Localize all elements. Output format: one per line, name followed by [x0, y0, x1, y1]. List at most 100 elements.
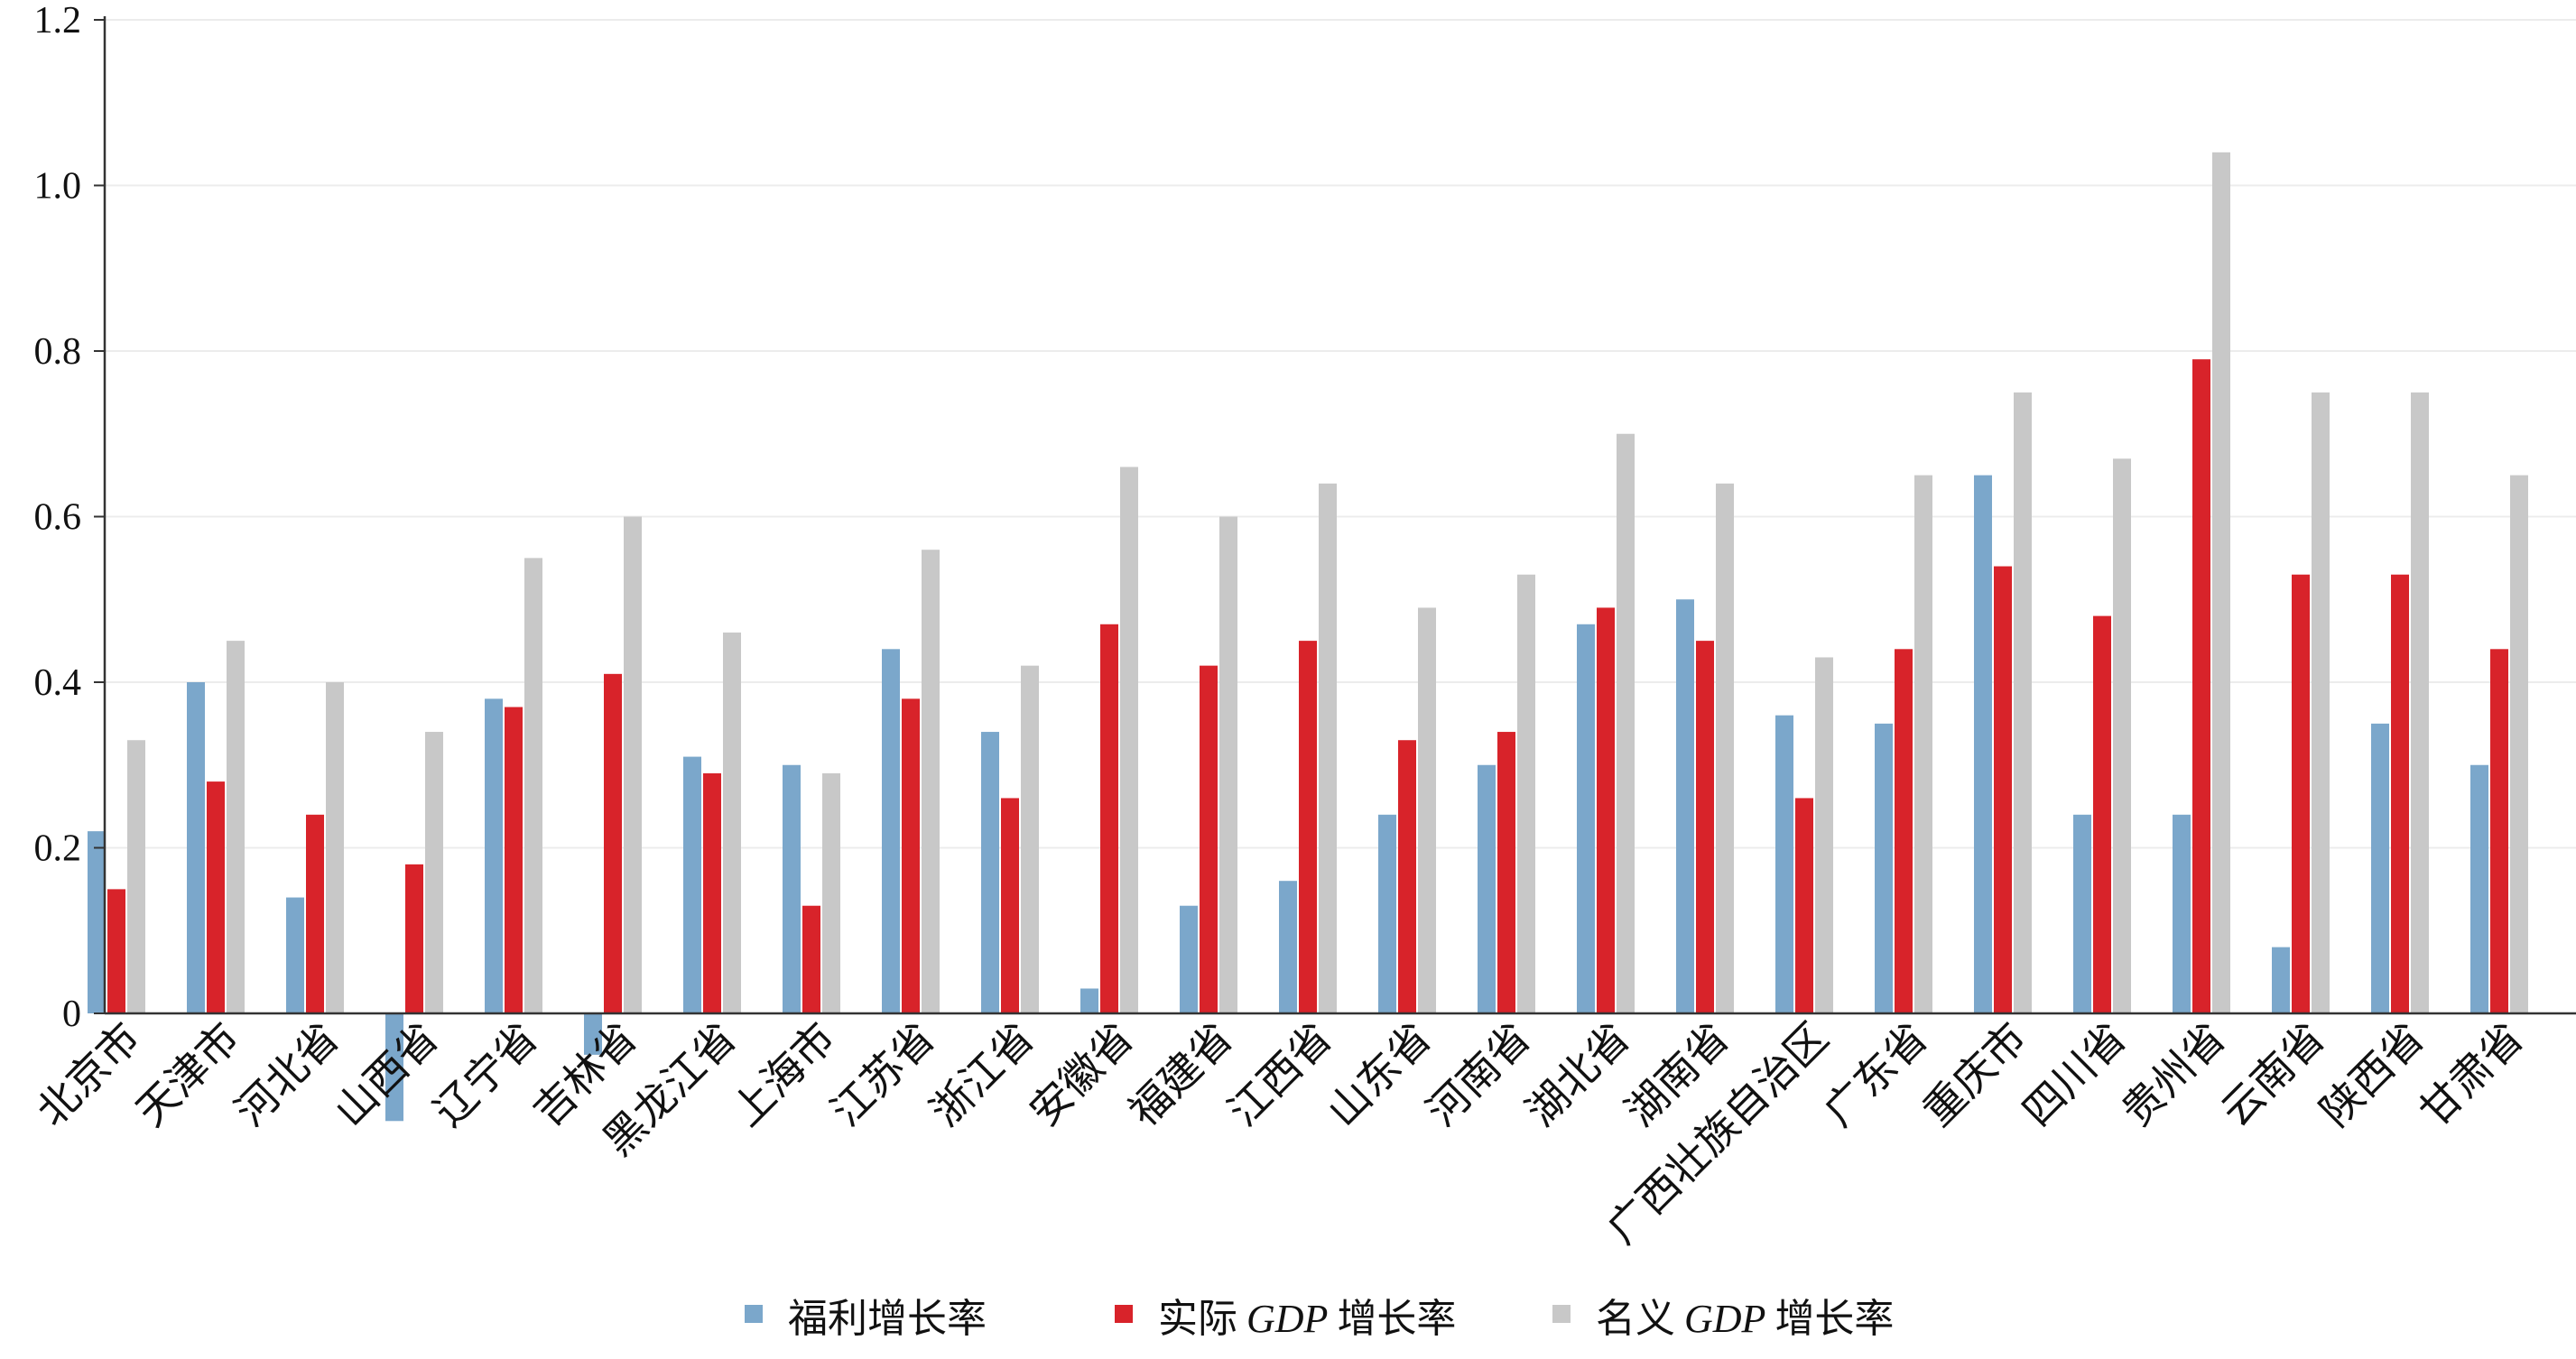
bar-series-2 [1994, 566, 2012, 1013]
bar-series-1 [683, 756, 701, 1013]
bar-series-3 [1716, 483, 1734, 1013]
category-label: 贵州省 [2112, 1013, 2235, 1136]
category-labels: 北京市天津市河北省山西省辽宁省吉林省黑龙江省上海市江苏省浙江省安徽省福建省江西省… [27, 1013, 2533, 1253]
legend-swatch [745, 1305, 763, 1323]
bar-series-2 [207, 781, 225, 1013]
bar-series-1 [187, 682, 205, 1013]
bar-series-2 [306, 814, 324, 1013]
category-label: 重庆市 [1913, 1013, 2036, 1136]
bar-series-1 [1775, 715, 1793, 1013]
bar-series-3 [2312, 392, 2330, 1013]
bar-series-2 [2192, 359, 2210, 1013]
bar-series-3 [1418, 607, 1436, 1013]
bar-series-1 [2173, 814, 2191, 1013]
category-label: 陕西省 [2311, 1013, 2433, 1136]
bar-series-3 [1617, 433, 1635, 1013]
bar-series-1 [2470, 764, 2488, 1013]
bar-series-2 [1200, 665, 1218, 1013]
category-label: 河北省 [226, 1013, 348, 1136]
bar-series-1 [1875, 723, 1893, 1013]
y-tick-label: 0.8 [34, 331, 82, 373]
bar-series-1 [286, 897, 304, 1013]
bar-series-2 [703, 772, 721, 1013]
bar-series-2 [1795, 798, 1813, 1013]
bar-series-1 [882, 649, 900, 1013]
legend-label: 名义 GDP 增长率 [1596, 1296, 1894, 1342]
bar-series-2 [1100, 624, 1118, 1013]
bar-series-3 [822, 772, 840, 1013]
bar-series-2 [1696, 641, 1714, 1013]
bar-series-2 [1597, 607, 1615, 1013]
bar-series-1 [385, 1013, 403, 1122]
bar-series-1 [584, 1013, 602, 1055]
bar-series-3 [2212, 152, 2230, 1014]
bar-series-2 [802, 905, 820, 1013]
bar-series-3 [1914, 475, 1932, 1013]
legend: 福利增长率 实际 GDP 增长率 名义 GDP 增长率 [745, 1296, 1894, 1342]
bar-series-2 [1398, 740, 1416, 1013]
y-tick-label: 1.0 [34, 166, 82, 208]
bar-series-1 [1279, 881, 1297, 1013]
category-label: 四川省 [2013, 1013, 2136, 1136]
category-label: 广东省 [1814, 1013, 1937, 1136]
bar-series-1 [1676, 599, 1694, 1013]
bar-series-3 [425, 732, 443, 1013]
bar-series-2 [1497, 732, 1515, 1013]
bar-series-2 [902, 698, 920, 1013]
bar-series-1 [1577, 624, 1595, 1013]
bar-series-3 [1517, 574, 1535, 1013]
category-label: 天津市 [126, 1013, 249, 1136]
bar-series-1 [1180, 905, 1198, 1013]
bar-series-3 [1815, 657, 1833, 1013]
bar-series-3 [2510, 475, 2528, 1013]
bar-series-1 [981, 732, 999, 1013]
bar-series-2 [505, 707, 523, 1013]
bar-series-2 [107, 889, 125, 1013]
bar-series-2 [2490, 649, 2508, 1013]
category-label: 山东省 [1318, 1013, 1441, 1136]
y-tick-label: 0.6 [34, 497, 82, 539]
axes [94, 16, 2576, 1015]
bar-series-3 [1021, 665, 1039, 1013]
category-label: 安徽省 [1020, 1013, 1143, 1136]
legend-swatch [1552, 1305, 1571, 1323]
bar-series-1 [1378, 814, 1396, 1013]
bar-series-3 [1120, 467, 1138, 1013]
bar-series-1 [2371, 723, 2389, 1013]
bar-series-2 [1001, 798, 1019, 1013]
category-label: 江苏省 [821, 1013, 944, 1136]
bar-series-1 [485, 698, 503, 1013]
category-label: 浙江省 [921, 1013, 1043, 1136]
bar-series-3 [922, 550, 940, 1013]
category-label: 甘肃省 [2410, 1013, 2533, 1136]
bar-series-3 [2113, 458, 2131, 1013]
category-label: 河南省 [1417, 1013, 1540, 1136]
bar-series-1 [1974, 475, 1992, 1013]
bars [88, 152, 2528, 1122]
bar-series-1 [2272, 947, 2290, 1013]
category-label: 辽宁省 [424, 1013, 547, 1136]
bar-series-3 [723, 632, 741, 1013]
bar-series-3 [624, 516, 642, 1013]
y-tick-label: 1.2 [34, 0, 82, 42]
category-label: 福建省 [1119, 1013, 1242, 1136]
category-label: 上海市 [722, 1013, 845, 1136]
legend-swatch [1115, 1305, 1133, 1323]
bar-series-2 [1895, 649, 1913, 1013]
bar-series-1 [783, 764, 801, 1013]
bar-series-2 [2093, 615, 2111, 1013]
y-tick-label: 0.2 [34, 828, 82, 870]
bar-series-3 [2014, 392, 2032, 1013]
category-label: 云南省 [2211, 1013, 2334, 1136]
bar-series-2 [405, 864, 423, 1013]
gridlines [105, 19, 2576, 849]
bar-series-1 [1478, 764, 1496, 1013]
bar-series-3 [2411, 392, 2429, 1013]
y-tick-labels: 0 0.2 0.4 0.6 0.8 1.0 1.2 [34, 0, 82, 1035]
bar-series-3 [227, 641, 245, 1013]
category-label: 江西省 [1219, 1013, 1341, 1136]
category-label: 北京市 [27, 1013, 150, 1136]
bar-series-3 [524, 558, 542, 1013]
bar-series-3 [1219, 516, 1237, 1013]
